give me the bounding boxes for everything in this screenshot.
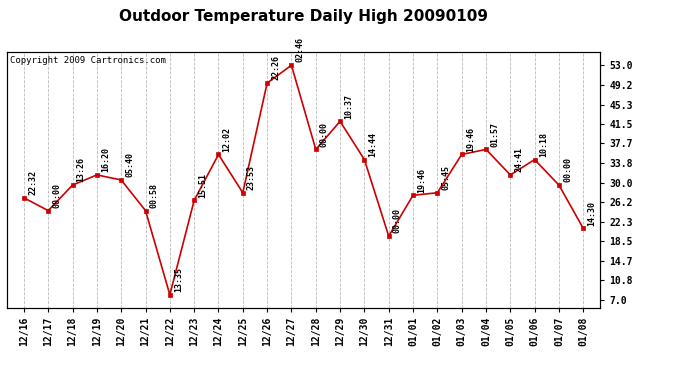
Text: 05:40: 05:40 <box>126 152 135 177</box>
Text: 12:02: 12:02 <box>223 127 232 152</box>
Text: 13:26: 13:26 <box>77 158 86 182</box>
Text: 00:00: 00:00 <box>320 122 329 147</box>
Text: 24:41: 24:41 <box>515 147 524 172</box>
Text: 00:00: 00:00 <box>393 209 402 233</box>
Text: 15:51: 15:51 <box>198 172 207 198</box>
Text: 00:58: 00:58 <box>150 183 159 208</box>
Text: Outdoor Temperature Daily High 20090109: Outdoor Temperature Daily High 20090109 <box>119 9 488 24</box>
Text: 10:37: 10:37 <box>344 94 353 118</box>
Text: 19:46: 19:46 <box>417 168 426 192</box>
Text: 00:00: 00:00 <box>563 158 572 182</box>
Text: 22:32: 22:32 <box>28 170 37 195</box>
Text: 23:53: 23:53 <box>247 165 256 190</box>
Text: 22:26: 22:26 <box>271 56 280 80</box>
Text: 01:57: 01:57 <box>490 122 499 147</box>
Text: 16:20: 16:20 <box>101 147 110 172</box>
Text: 05:45: 05:45 <box>442 165 451 190</box>
Text: Copyright 2009 Cartronics.com: Copyright 2009 Cartronics.com <box>10 56 166 65</box>
Text: 00:00: 00:00 <box>52 183 61 208</box>
Text: 13:35: 13:35 <box>174 267 183 292</box>
Text: 10:18: 10:18 <box>539 132 548 157</box>
Text: 02:46: 02:46 <box>295 38 304 63</box>
Text: 19:46: 19:46 <box>466 127 475 152</box>
Text: 14:44: 14:44 <box>368 132 377 157</box>
Text: 14:30: 14:30 <box>587 201 596 226</box>
